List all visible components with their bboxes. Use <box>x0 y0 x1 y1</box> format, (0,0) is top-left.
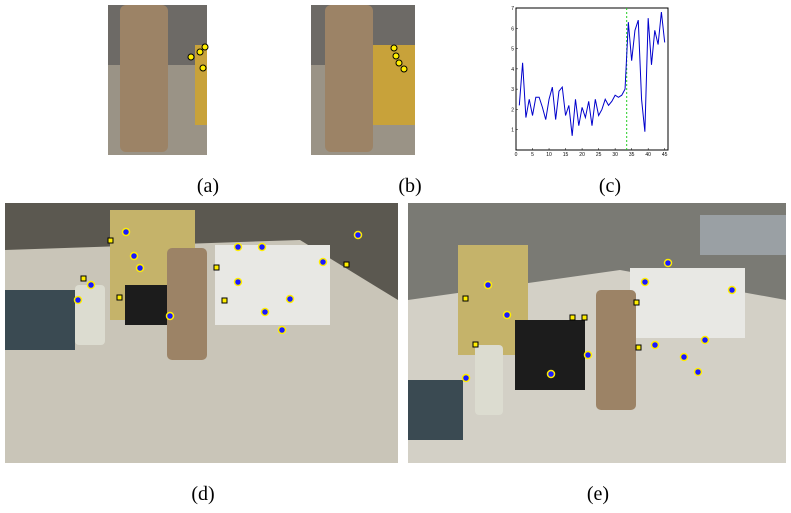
caption: (e) <box>587 483 609 505</box>
photo-d <box>5 203 398 463</box>
series-line <box>519 12 664 136</box>
feature <box>401 66 407 72</box>
y-tick-label: 4 <box>511 67 514 73</box>
feature <box>393 53 399 59</box>
feature <box>188 54 194 60</box>
y-tick-label: 5 <box>511 47 514 53</box>
x-tick-label: 35 <box>629 152 635 158</box>
x-tick-label: 0 <box>515 152 518 158</box>
feature <box>391 45 397 51</box>
x-tick-label: 45 <box>662 152 668 158</box>
photo-b <box>311 5 415 155</box>
x-tick-label: 15 <box>563 152 569 158</box>
x-tick-label: 25 <box>596 152 602 158</box>
feature <box>200 65 206 71</box>
y-tick-label: 7 <box>511 6 514 12</box>
x-tick-label: 20 <box>579 152 585 158</box>
photo-e <box>408 203 786 463</box>
caption: (c) <box>599 175 621 197</box>
x-tick-label: 40 <box>645 152 651 158</box>
caption: (a) <box>197 175 219 197</box>
y-tick-label: 1 <box>511 128 514 134</box>
caption: (d) <box>191 483 214 505</box>
feature <box>396 60 402 66</box>
x-tick-label: 10 <box>546 152 552 158</box>
x-tick-label: 5 <box>531 152 534 158</box>
feature <box>202 44 208 50</box>
caption: (b) <box>398 175 421 197</box>
figure: (a) (b) (c) (d) (e) 05101520253035404512… <box>0 0 791 508</box>
y-tick-label: 3 <box>511 87 514 93</box>
photo-a <box>108 5 208 155</box>
feature <box>197 49 203 55</box>
y-tick-label: 6 <box>511 26 514 32</box>
x-tick-label: 30 <box>612 152 618 158</box>
y-tick-label: 2 <box>511 107 514 113</box>
